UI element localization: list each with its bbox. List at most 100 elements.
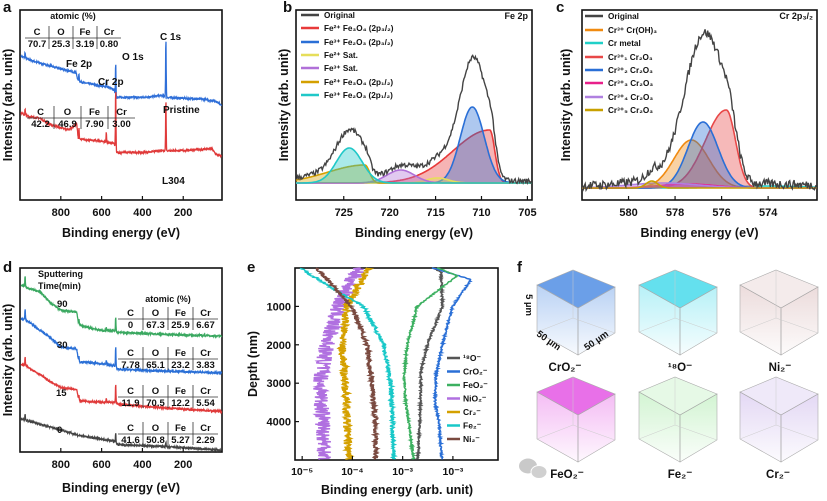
a-table-2-value: 3.00 [112, 119, 131, 130]
a-table-2-header: Cr [116, 107, 127, 118]
e-series-0 [414, 267, 446, 460]
c-legend-label: Cr³⁺₅ Cr₂O₃ [608, 106, 653, 115]
x-tick-label: 10⁻⁵ [291, 466, 313, 478]
y-tick-label: 3000 [267, 378, 291, 390]
e-legend-label: ¹⁸O⁻ [463, 353, 481, 363]
a-table-1-value: 25.3 [52, 39, 71, 50]
d-table-1-header: O [152, 308, 159, 319]
x-tick-label: 720 [380, 207, 398, 219]
a-table-1-header: O [57, 27, 64, 38]
d-table-2-value: 3.83 [196, 360, 215, 371]
y-tick-label: 4000 [267, 417, 291, 429]
series-label: 30 [57, 340, 68, 351]
d-table-1-header: Cr [200, 308, 211, 319]
d-table-1-header: Fe [175, 308, 186, 319]
c-plot-frame [581, 9, 818, 201]
cube-hidden-edges [536, 270, 616, 334]
c-legend-label: Cr³⁺₁ Cr₂O₃ [608, 53, 653, 62]
d-table-4-header: O [152, 423, 159, 434]
e-legend-label: Ni₂⁻ [463, 434, 480, 444]
watermark-logo [519, 458, 548, 479]
b-legend-label: Fe³⁺ Fe₂O₃ (2p₁/₂) [324, 91, 393, 100]
d-table-4-header: C [127, 423, 134, 434]
b-component-fill-1 [296, 107, 532, 183]
b-plot-frame [295, 9, 533, 201]
c-component-fill-2 [582, 110, 817, 188]
a-table-2-header: Fe [89, 107, 100, 118]
x-tick-label: 600 [92, 207, 110, 219]
b-legend-label: Fe²⁺ Fe₃O₄ (2p₁/₂) [324, 78, 393, 87]
a-table-2-value: 46.9 [58, 119, 77, 130]
tof-sims-cube-3 [536, 376, 616, 463]
e-plot-frame [294, 267, 499, 461]
c-legend-label: Cr³⁺ Cr(OH)₃ [608, 26, 657, 35]
x-axis-label: Binding energy (arb. unit) [321, 483, 473, 497]
d-table-4-value: 50.8 [146, 435, 165, 446]
c-component-fill-3 [582, 122, 817, 188]
region-label: Fe 2p [504, 11, 528, 21]
d-table-4-header: Fe [175, 423, 186, 434]
x-tick-label: 400 [133, 459, 151, 471]
d-table-1-value: 25.9 [171, 320, 190, 331]
a-table-2-header: C [37, 107, 44, 118]
x-tick-label: 800 [52, 459, 70, 471]
peak-annotation: C 1s [160, 32, 182, 43]
b-component-5 [296, 147, 532, 184]
x-tick-label: 578 [666, 207, 684, 219]
y-axis-label: Intensity (arb. unit) [559, 49, 573, 162]
x-tick-label: 710 [472, 207, 490, 219]
d-table-3-header: O [152, 386, 159, 397]
table-title: atomic (%) [50, 11, 96, 21]
d-table-3-value: 12.2 [171, 398, 190, 409]
a-table-2-value: 7.90 [85, 119, 104, 130]
peak-annotation: L304 [162, 176, 185, 187]
d-table-2-value: 7.78 [121, 360, 140, 371]
e-legend-label: FeO₂⁻ [463, 380, 488, 390]
c-component-6 [582, 180, 817, 189]
d-table-3-value: 70.5 [146, 398, 165, 409]
c-legend-label: Cr³⁺₄ Cr₂O₃ [608, 93, 653, 102]
y-tick-label: 2000 [267, 340, 291, 352]
b-legend-label: Fe²⁺ Sat. [324, 51, 358, 60]
d-table-2-value: 23.2 [171, 360, 190, 371]
tof-sims-cube-1 [638, 269, 718, 356]
peak-annotation: Pristine [163, 105, 200, 116]
panel-letter: c [556, 0, 564, 16]
d-table-4-value: 5.27 [171, 435, 190, 446]
x-tick-label: 10⁻³ [392, 466, 413, 478]
x-axis-label: Binding energy (eV) [355, 226, 473, 240]
y-axis-label: Intensity (arb. unit) [1, 304, 15, 417]
d-table-1-header: C [127, 308, 134, 319]
tof-sims-cube-2 [739, 269, 819, 356]
a-table-1-header: Cr [104, 27, 115, 38]
panel-letter: f [517, 259, 523, 276]
c-legend-label: Cr metal [608, 39, 641, 48]
d-series-2 [20, 356, 223, 415]
b-component-fill-3 [296, 170, 532, 183]
d-series-1 [20, 309, 223, 376]
a-table-1-value: 0.80 [100, 39, 119, 50]
a-table-1-header: C [34, 27, 41, 38]
b-component-fill-4 [296, 165, 532, 183]
e-legend-label: CrO₂⁻ [463, 367, 488, 377]
e-series-5 [299, 267, 398, 460]
cube-label: Ni₂⁻ [769, 362, 792, 374]
a-series-0 [20, 41, 223, 106]
x-tick-label: 725 [335, 207, 353, 219]
d-table-2-header: O [152, 348, 159, 359]
panel-letter: e [247, 259, 255, 276]
a-table-2-header: O [64, 107, 71, 118]
table-title: atomic (%) [145, 294, 191, 304]
b-original-curve [295, 54, 532, 186]
cube-hidden-edges [739, 377, 819, 441]
b-legend-label: Fe³⁺ Fe₂O₃ (2p₃/₂) [324, 38, 393, 47]
e-series-2 [401, 267, 460, 460]
peak-annotation: Fe 2p [66, 59, 92, 70]
d-plot-frame [19, 267, 223, 453]
x-tick-label: 200 [174, 207, 192, 219]
cube-label: Fe₂⁻ [668, 469, 693, 481]
cube-label: Cr₂⁻ [766, 469, 790, 481]
peak-annotation: O 1s [122, 52, 144, 63]
panel-letter: b [283, 0, 292, 16]
a-series-1 [20, 92, 223, 159]
